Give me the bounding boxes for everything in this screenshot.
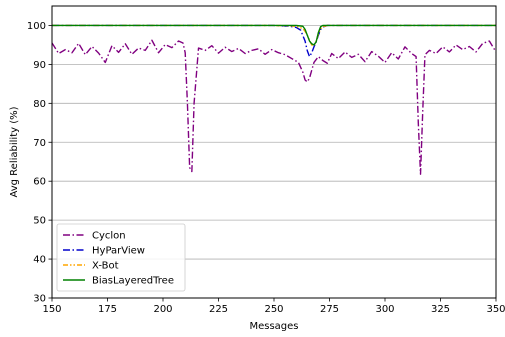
series-line-biaslayeredtree [52,24,496,46]
x-axis-label: Messages [249,321,298,332]
y-tick-label: 100 [27,21,46,32]
y-tick-label: 80 [33,99,46,110]
y-tick-label: 70 [33,138,46,149]
x-tick-label: 300 [375,304,394,315]
legend-label: BiasLayeredTree [92,276,174,287]
y-tick-label: 50 [33,216,46,227]
series-lines [52,24,496,175]
x-tick-label: 275 [320,304,339,315]
x-tick-label: 150 [42,304,61,315]
series-line-x-bot [52,24,496,47]
legend: Cyclon HyParView X-Bot BiasLayeredTree [56,223,186,292]
legend-label: HyParView [92,246,145,257]
y-tick-label: 30 [33,294,46,305]
legend-label: Cyclon [92,231,126,242]
y-tick-label: 60 [33,177,46,188]
y-axis-label: Avg Reliability (%) [9,106,20,197]
x-tick-label: 200 [153,304,172,315]
y-tick-label: 90 [33,60,46,71]
x-tick-label: 175 [98,304,117,315]
y-tick-label: 40 [33,255,46,266]
x-tick-label: 325 [431,304,450,315]
x-axis-ticks: 150 175 200 225 250 275 300 325 350 [42,298,505,315]
legend-label: X-Bot [92,261,119,272]
series-line-cyclon [52,39,496,175]
legend-box [56,223,186,292]
x-tick-label: 350 [486,304,505,315]
y-axis-ticks: 30 40 50 60 70 80 90 100 [27,21,52,305]
x-tick-label: 250 [264,304,283,315]
x-tick-label: 225 [209,304,228,315]
